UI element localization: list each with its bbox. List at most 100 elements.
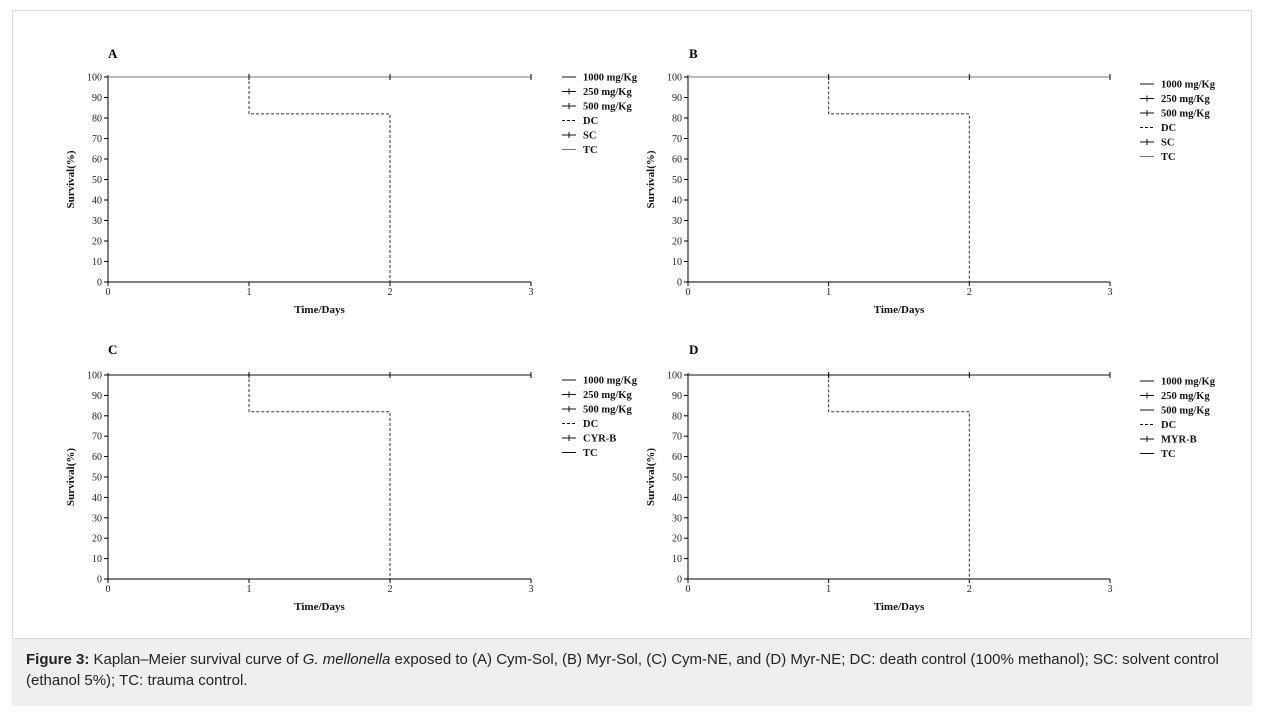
y-axis-title: Survival(%) xyxy=(645,150,657,208)
y-tick-label: 30 xyxy=(92,513,102,524)
legend-label: 500 mg/Kg xyxy=(1161,406,1210,417)
panel-letter: C xyxy=(108,342,117,357)
legend-label: CYR-B xyxy=(583,434,616,445)
y-tick-label: 80 xyxy=(672,411,682,422)
y-tick-label: 50 xyxy=(672,175,682,186)
y-tick-label: 50 xyxy=(672,473,682,484)
y-tick-label: 30 xyxy=(672,513,682,524)
x-tick-label: 2 xyxy=(967,287,972,298)
y-tick-label: 80 xyxy=(92,114,102,125)
x-tick-label: 3 xyxy=(1108,584,1113,595)
y-tick-label: 20 xyxy=(672,534,682,545)
legend-label: DC xyxy=(1161,420,1176,431)
y-tick-label: 10 xyxy=(92,554,102,565)
caption-species: G. mellonella xyxy=(302,651,391,668)
y-tick-label: 40 xyxy=(92,196,102,207)
y-tick-label: 40 xyxy=(672,493,682,504)
x-tick-label: 0 xyxy=(686,287,691,298)
legend-label: SC xyxy=(1161,138,1174,149)
legend-label: TC xyxy=(1161,449,1176,460)
y-tick-label: 100 xyxy=(87,73,102,84)
x-tick-label: 0 xyxy=(686,584,691,595)
y-tick-label: 100 xyxy=(667,371,682,382)
legend-label: MYR-B xyxy=(1161,435,1197,446)
y-tick-label: 20 xyxy=(672,237,682,248)
x-tick-label: 1 xyxy=(247,287,252,298)
chart-panel-c: C 0 10 20 30 40 50 60 70 80 90 100 0 1 2 3 Time/Days Surv… xyxy=(65,342,638,613)
x-tick-label: 3 xyxy=(1108,287,1113,298)
legend-label: TC xyxy=(583,448,598,459)
legend-label: 1000 mg/Kg xyxy=(583,376,638,387)
y-tick-label: 100 xyxy=(667,73,682,84)
chart-panel-b: B 0 10 20 30 40 50 60 70 80 90 100 0 1 2 3 Time/Days Surv… xyxy=(645,46,1216,316)
x-tick-label: 1 xyxy=(247,584,252,595)
legend-label: 250 mg/Kg xyxy=(1161,94,1210,105)
y-tick-label: 60 xyxy=(672,155,682,166)
y-tick-label: 90 xyxy=(92,391,102,402)
legend-label: 500 mg/Kg xyxy=(583,102,632,113)
x-tick-label: 2 xyxy=(967,584,972,595)
y-tick-label: 10 xyxy=(672,554,682,565)
y-tick-label: 30 xyxy=(92,216,102,227)
y-axis-title: Survival(%) xyxy=(65,448,77,506)
y-axis-title: Survival(%) xyxy=(645,448,657,506)
panel-letter: A xyxy=(108,46,118,61)
x-tick-label: 3 xyxy=(529,287,534,298)
x-tick-label: 2 xyxy=(388,584,393,595)
y-tick-label: 20 xyxy=(92,534,102,545)
x-tick-label: 0 xyxy=(106,287,111,298)
y-tick-label: 70 xyxy=(672,134,682,145)
y-tick-label: 70 xyxy=(672,432,682,443)
figure-frame xyxy=(12,10,1252,706)
legend-label: 250 mg/Kg xyxy=(583,390,632,401)
y-tick-label: 60 xyxy=(92,452,102,463)
legend-label: TC xyxy=(583,145,598,156)
y-tick-label: 60 xyxy=(672,452,682,463)
y-tick-label: 40 xyxy=(672,196,682,207)
y-tick-label: 20 xyxy=(92,237,102,248)
caption-lead: Figure 3: xyxy=(26,651,90,668)
legend-label: 500 mg/Kg xyxy=(1161,109,1210,120)
y-tick-label: 10 xyxy=(92,257,102,268)
y-tick-label: 30 xyxy=(672,216,682,227)
legend: 1000 mg/Kg 250 mg/Kg 500 mg/Kg DC CYR-B TC xyxy=(562,376,638,459)
y-axis-title: Survival(%) xyxy=(65,150,77,208)
legend-label: 1000 mg/Kg xyxy=(1161,80,1216,91)
y-tick-label: 0 xyxy=(677,575,682,586)
chart-panel-d: D 0 10 20 30 40 50 60 70 80 90 100 0 1 2 3 Time/Days Surv… xyxy=(645,342,1216,613)
y-tick-label: 90 xyxy=(92,93,102,104)
chart-panel-a: A 0 10 20 30 40 50 60 70 80 90 100 0 1 2 3 Time/Days Surv… xyxy=(65,46,638,316)
y-tick-label: 40 xyxy=(92,493,102,504)
y-tick-label: 70 xyxy=(92,432,102,443)
x-tick-label: 0 xyxy=(106,584,111,595)
legend: 1000 mg/Kg 250 mg/Kg 500 mg/Kg DC MYR-B TC xyxy=(1140,377,1216,460)
caption-text-before: Kaplan–Meier survival curve of xyxy=(89,651,303,668)
y-tick-label: 80 xyxy=(672,114,682,125)
x-axis-title: Time/Days xyxy=(874,304,925,316)
y-tick-label: 90 xyxy=(672,93,682,104)
y-tick-label: 70 xyxy=(92,134,102,145)
legend-label: DC xyxy=(1161,123,1176,134)
y-tick-label: 90 xyxy=(672,391,682,402)
legend-label: TC xyxy=(1161,152,1176,163)
x-tick-label: 2 xyxy=(388,287,393,298)
y-tick-label: 10 xyxy=(672,257,682,268)
legend: 1000 mg/Kg 250 mg/Kg 500 mg/Kg DC SC TC xyxy=(562,73,638,156)
series-line-3 xyxy=(108,76,391,282)
x-axis-title: Time/Days xyxy=(874,601,925,613)
y-tick-label: 0 xyxy=(677,278,682,289)
y-tick-label: 100 xyxy=(87,371,102,382)
series-line-3 xyxy=(688,374,970,579)
legend: 1000 mg/Kg 250 mg/Kg 500 mg/Kg DC SC TC xyxy=(1140,80,1216,163)
panel-letter: B xyxy=(689,46,698,61)
y-tick-label: 50 xyxy=(92,473,102,484)
x-tick-label: 1 xyxy=(826,287,831,298)
y-tick-label: 0 xyxy=(97,278,102,289)
caption-text-after: exposed to (A) Cym-Sol, (B) Myr-Sol, (C)… xyxy=(26,651,1219,689)
x-axis-title: Time/Days xyxy=(294,304,345,316)
x-tick-label: 1 xyxy=(826,584,831,595)
figure-caption: Figure 3: Kaplan–Meier survival curve of… xyxy=(12,638,1252,706)
legend-label: SC xyxy=(583,131,596,142)
y-tick-label: 0 xyxy=(97,575,102,586)
